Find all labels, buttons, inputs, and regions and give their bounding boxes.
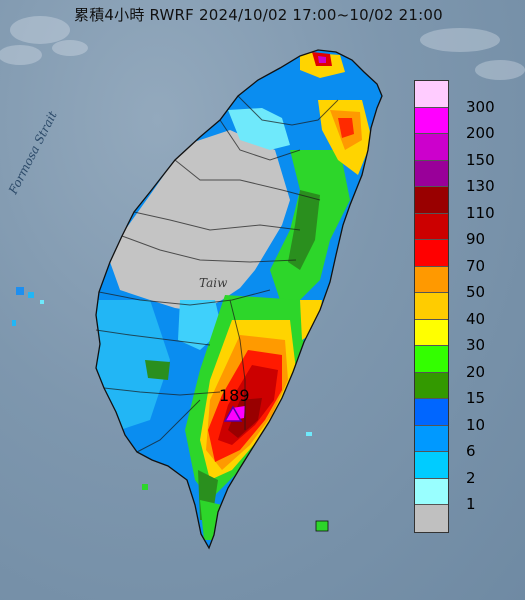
legend-label: 15 xyxy=(466,389,486,407)
coastline xyxy=(95,49,383,550)
legend-swatch xyxy=(415,187,448,214)
legend-swatch xyxy=(415,478,448,505)
legend-label: 50 xyxy=(466,283,486,301)
legend-label: 30 xyxy=(466,336,486,354)
legend-label: 200 xyxy=(466,124,495,142)
county-boundaries xyxy=(95,95,339,453)
legend-swatch xyxy=(415,372,448,399)
max-rainfall-value: 189 xyxy=(219,386,250,405)
legend-label: 70 xyxy=(466,256,486,275)
legend-swatch xyxy=(415,134,448,161)
max-rainfall-marker-icon xyxy=(223,405,243,422)
no-rain-area xyxy=(110,130,290,312)
legend-label: 20 xyxy=(466,362,486,381)
legend-swatch xyxy=(415,452,448,479)
legend-swatch xyxy=(415,160,448,187)
legend-swatch xyxy=(415,266,448,293)
offshore-rain xyxy=(12,287,329,532)
legend-label: 110 xyxy=(466,203,495,222)
place-label: Taiw xyxy=(199,276,228,290)
legend-label: 150 xyxy=(466,150,495,169)
cloud-texture xyxy=(0,16,525,80)
legend-swatch xyxy=(415,346,448,373)
legend-label: 40 xyxy=(466,309,486,328)
legend-label: 2 xyxy=(466,468,476,487)
legend-swatch xyxy=(415,107,448,134)
map-title: 累積4小時 RWRF 2024/10/02 17:00~10/02 21:00 xyxy=(74,6,443,24)
legend-label: 90 xyxy=(466,230,486,248)
legend-label: 10 xyxy=(466,415,486,434)
legend-label: 130 xyxy=(466,177,495,195)
color-legend xyxy=(414,80,449,533)
legend-swatch xyxy=(415,240,448,267)
legend-swatch xyxy=(415,399,448,426)
legend-swatch xyxy=(415,319,448,346)
legend-swatch xyxy=(415,213,448,240)
legend-swatch xyxy=(415,293,448,320)
legend-swatch xyxy=(415,425,448,452)
legend-label: 300 xyxy=(466,97,495,116)
legend-swatch xyxy=(415,505,448,532)
legend-label: 1 xyxy=(466,495,476,513)
legend-swatch xyxy=(415,81,448,108)
legend-label: 6 xyxy=(466,442,476,460)
